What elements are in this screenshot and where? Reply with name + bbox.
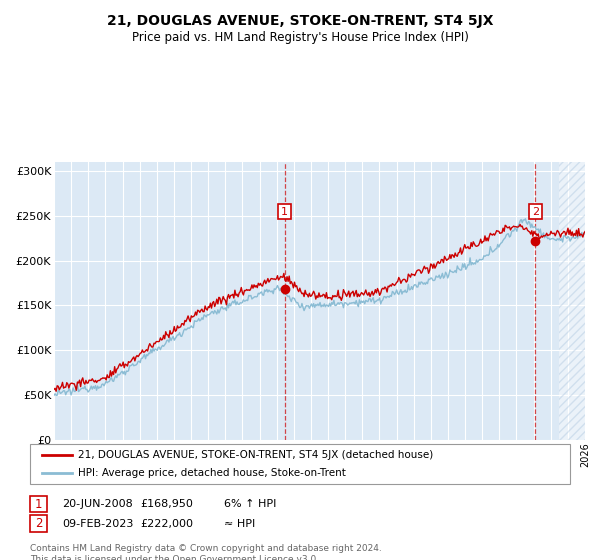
Text: £222,000: £222,000 [140, 519, 193, 529]
Bar [559, 162, 585, 440]
Text: 20-JUN-2008: 20-JUN-2008 [62, 499, 133, 509]
Text: HPI: Average price, detached house, Stoke-on-Trent: HPI: Average price, detached house, Stok… [78, 468, 346, 478]
Text: 1: 1 [35, 497, 42, 511]
Text: 1: 1 [281, 207, 288, 217]
Text: 6% ↑ HPI: 6% ↑ HPI [224, 499, 276, 509]
Text: 21, DOUGLAS AVENUE, STOKE-ON-TRENT, ST4 5JX: 21, DOUGLAS AVENUE, STOKE-ON-TRENT, ST4 … [107, 14, 493, 28]
Text: ≈ HPI: ≈ HPI [224, 519, 255, 529]
Text: 2: 2 [532, 207, 539, 217]
Text: 2: 2 [35, 517, 42, 530]
Text: Price paid vs. HM Land Registry's House Price Index (HPI): Price paid vs. HM Land Registry's House … [131, 31, 469, 44]
Text: 21, DOUGLAS AVENUE, STOKE-ON-TRENT, ST4 5JX (detached house): 21, DOUGLAS AVENUE, STOKE-ON-TRENT, ST4 … [78, 450, 433, 460]
Text: 09-FEB-2023: 09-FEB-2023 [62, 519, 133, 529]
Text: £168,950: £168,950 [140, 499, 193, 509]
Text: Contains HM Land Registry data © Crown copyright and database right 2024.
This d: Contains HM Land Registry data © Crown c… [30, 544, 382, 560]
